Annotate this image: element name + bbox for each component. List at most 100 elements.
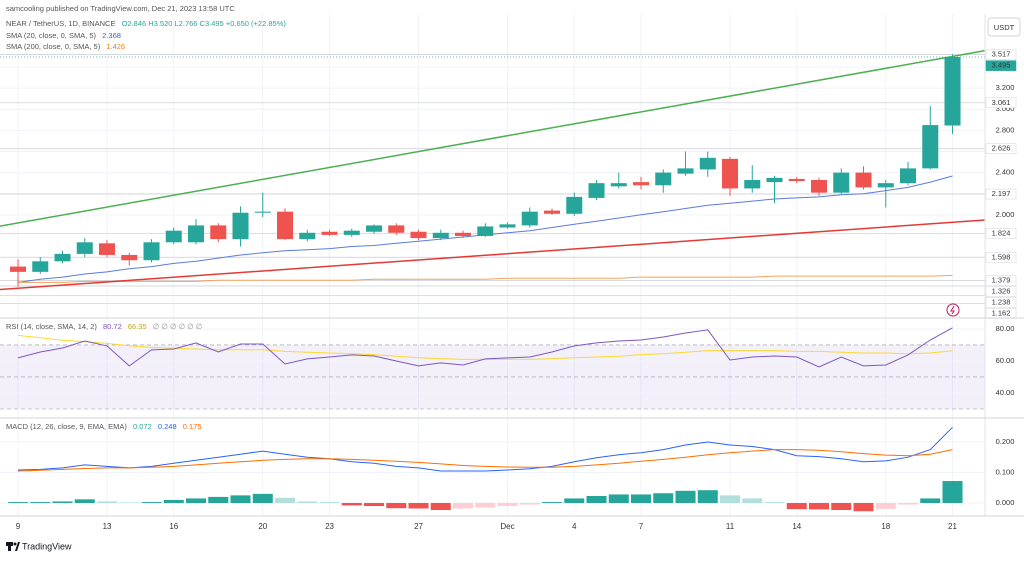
histogram-bar: [653, 493, 674, 503]
histogram-bar: [564, 498, 585, 503]
candle-body: [277, 211, 294, 240]
x-tick-label: 4: [572, 522, 577, 531]
legend-value: 66.35: [128, 322, 147, 331]
brand-logo: [6, 542, 20, 551]
legend-value: 0.175: [183, 422, 202, 431]
candle-body: [633, 182, 650, 186]
candle-body: [54, 253, 71, 262]
candle-body: [410, 231, 427, 239]
histogram-bar: [720, 495, 741, 503]
x-tick-label: 9: [16, 522, 21, 531]
candle-body: [388, 225, 405, 233]
price-badge: [985, 286, 1017, 297]
y-tick-label: 0.100: [996, 467, 1015, 476]
histogram-bar: [208, 496, 229, 503]
trend-line: [0, 49, 986, 227]
histogram-bar: [631, 494, 652, 503]
candle-body: [432, 232, 449, 239]
event-icon[interactable]: [946, 303, 960, 317]
x-tick-label: 7: [639, 522, 644, 531]
histogram-bar: [898, 502, 919, 505]
histogram-bar: [475, 502, 496, 508]
event-icon-bolt: [950, 305, 955, 315]
candle-body: [188, 225, 205, 243]
x-tick-label: 23: [325, 522, 334, 531]
price-badge-label: 1.379: [992, 275, 1011, 284]
candle-body: [722, 158, 739, 189]
histogram-bar: [408, 502, 429, 509]
histogram-bar: [97, 501, 118, 503]
y-tick-label: 3.000: [996, 104, 1015, 113]
price-badge-label: 3.517: [992, 50, 1011, 59]
histogram-bar: [430, 502, 451, 511]
candle-body: [833, 172, 850, 193]
price-badge-label: 2.197: [992, 189, 1011, 198]
candle-body: [165, 230, 182, 243]
price-badge-label: 1.238: [992, 297, 1011, 306]
candle-body: [855, 172, 872, 188]
legend-name: RSI (14, close, SMA, 14, 2): [6, 322, 97, 331]
price-badge: [985, 297, 1017, 308]
x-tick-label: 16: [169, 522, 178, 531]
y-tick-label: 2.400: [996, 168, 1015, 177]
histogram-bar: [920, 498, 941, 503]
histogram-bar: [275, 497, 296, 503]
candle-body: [788, 178, 805, 182]
macd-legend: MACD (12, 26, close, 9, EMA, EMA) 0.072 …: [6, 422, 202, 431]
candle-body: [811, 179, 828, 193]
price-badge-label: 3.495: [992, 61, 1011, 70]
legend-value: 2.368: [102, 31, 121, 40]
histogram-bar: [764, 502, 785, 503]
candle-body: [32, 261, 49, 272]
candle-body: [544, 210, 561, 214]
y-tick-label: 0.000: [996, 498, 1015, 507]
histogram-bar: [119, 502, 140, 503]
histogram-bar: [8, 502, 29, 503]
candle-body: [143, 242, 160, 261]
price-badge-label: 2.626: [992, 144, 1011, 153]
histogram-bar: [186, 498, 207, 503]
symbol-legend: NEAR / TetherUS, 1D, BINANCE O2.846 H3.5…: [6, 19, 286, 28]
price-badge: [985, 49, 1017, 60]
histogram-bar: [497, 502, 518, 507]
x-tick-label: 14: [792, 522, 801, 531]
candle-body: [922, 125, 939, 169]
histogram-bar: [364, 502, 385, 507]
candle-body: [900, 168, 917, 184]
price-badge: [985, 275, 1017, 286]
histogram-bar: [831, 502, 852, 511]
panes: 3.4003.2003.0002.8002.6002.4002.2002.000…: [0, 14, 1017, 531]
legend-name: SMA (200, close, 0, SMA, 5): [6, 42, 101, 51]
candle-body: [766, 177, 783, 183]
price-badge: [985, 228, 1017, 239]
histogram-bar: [875, 502, 896, 509]
candle-body: [588, 183, 605, 198]
histogram-bar: [786, 502, 807, 510]
y-tick-label: 60.00: [996, 356, 1015, 365]
histogram-bar: [319, 502, 340, 503]
candle-body: [699, 157, 716, 170]
price-badge-label: 1.326: [992, 286, 1011, 295]
legend-value: 0.248: [158, 422, 177, 431]
candle-body: [566, 196, 583, 214]
y-tick-label: 3.200: [996, 83, 1015, 92]
price-badge-label: 1.162: [992, 308, 1011, 317]
y-tick-label: 2.000: [996, 210, 1015, 219]
trend-line: [0, 219, 986, 291]
currency-button[interactable]: [987, 17, 1021, 37]
candle-body: [76, 242, 93, 254]
candle-body: [655, 172, 672, 186]
x-tick-label: 27: [414, 522, 423, 531]
legend-name: SMA (20, close, 0, SMA, 5): [6, 31, 97, 40]
candle-body: [877, 183, 894, 188]
sma200-legend: SMA (200, close, 0, SMA, 5) 1.426: [6, 42, 125, 51]
price-badge: [985, 97, 1017, 109]
histogram-bar: [742, 498, 763, 503]
x-tick-label: 11: [726, 522, 735, 531]
histogram-bar: [386, 502, 407, 509]
histogram-bar: [163, 499, 184, 503]
logo-part: [13, 542, 17, 546]
y-tick-label: 40.00: [996, 388, 1015, 397]
